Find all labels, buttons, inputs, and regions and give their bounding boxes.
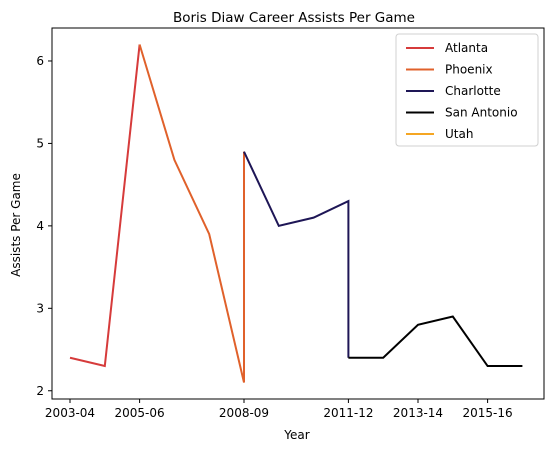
series-line-san-antonio — [348, 315, 523, 368]
x-tick-label: 2005-06 — [115, 406, 165, 420]
legend-label: San Antonio — [445, 106, 518, 120]
series-line-charlotte — [243, 151, 350, 358]
x-tick-label: 2011-12 — [323, 406, 373, 420]
y-axis-label: Assists Per Game — [9, 173, 23, 277]
x-tick-label: 2015-16 — [463, 406, 513, 420]
legend-label: Phoenix — [445, 63, 493, 77]
x-tick-label: 2008-09 — [219, 406, 269, 420]
series-line-phoenix — [138, 44, 245, 383]
x-tick-label: 2003-04 — [45, 406, 95, 420]
series-layer — [69, 44, 523, 383]
chart-title: Boris Diaw Career Assists Per Game — [173, 10, 415, 26]
legend-label: Utah — [445, 127, 473, 141]
plot-frame — [51, 27, 545, 400]
y-tick-label: 5 — [36, 136, 44, 150]
x-tick-label: 2013-14 — [393, 406, 443, 420]
legend-label: Atlanta — [445, 41, 488, 55]
x-axis: 2003-04 2005-06 2008-09 2011-12 2013-14 2015-… — [45, 399, 513, 420]
y-axis: 2 3 4 5 6 — [36, 54, 52, 398]
legend-items: Atlanta Phoenix Charlotte San Antonio Utah — [406, 41, 518, 141]
y-tick-label: 2 — [36, 384, 44, 398]
legend-box — [395, 33, 539, 147]
y-tick-label: 4 — [36, 219, 44, 233]
y-tick-label: 3 — [36, 301, 44, 315]
series-line-atlanta — [69, 44, 141, 368]
legend: Atlanta Phoenix Charlotte San Antonio Utah — [395, 33, 539, 147]
y-tick-label: 6 — [36, 54, 44, 68]
legend-label: Charlotte — [445, 84, 501, 98]
x-axis-label: Year — [283, 428, 309, 442]
